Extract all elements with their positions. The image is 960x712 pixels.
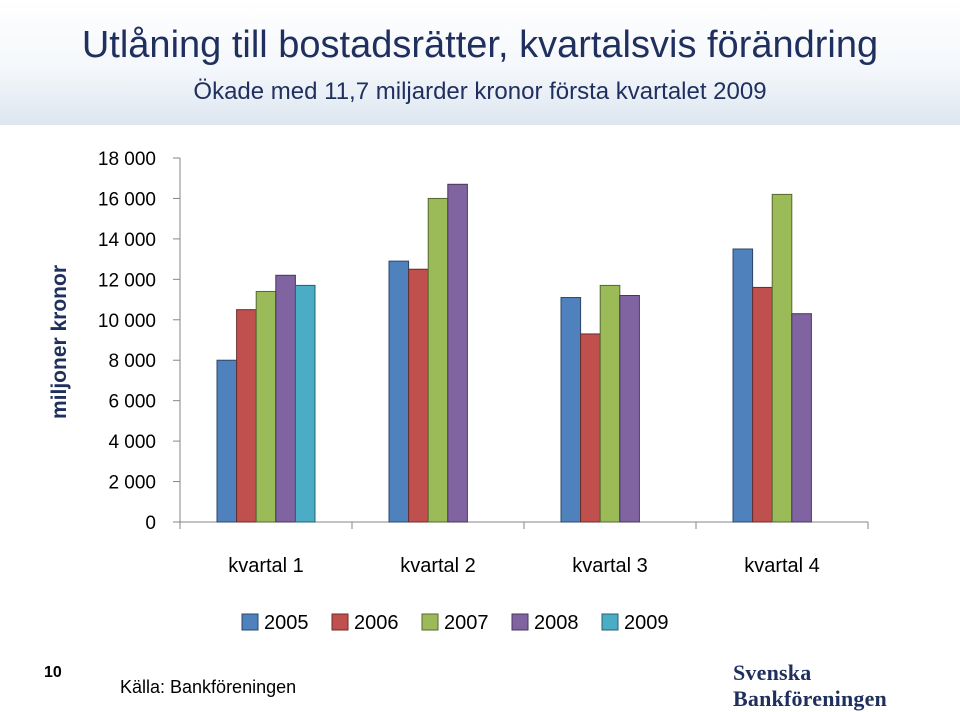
bar-2006-2 [408,268,429,523]
bar-2009-1 [294,284,316,523]
header-band: Utlåning till bostadsrätter, kvartalsvis… [0,0,960,125]
y-tick-label: 0 [145,513,156,534]
bar-2007-2 [427,197,449,523]
y-tick-label: 14 000 [98,230,156,251]
y-tick-label: 16 000 [98,189,156,210]
page-number: 10 [44,664,62,681]
y-tick-label: 18 000 [98,149,156,170]
bar-2007-3 [599,284,621,523]
bar-2008-3 [619,295,640,523]
y-tick-label: 8 000 [108,351,156,372]
y-tick-label: 6 000 [108,392,156,413]
bar-2007-4 [771,193,793,523]
y-tick-label: 2 000 [108,473,156,494]
y-tick-label: 10 000 [98,311,156,332]
legend-label-2007: 2007 [444,612,489,634]
source-note: Källa: Bankföreningen [120,677,297,697]
bar-2005-4 [732,248,754,523]
page-title: Utlåning till bostadsrätter, kvartalsvis… [81,24,879,66]
bank-logo: Svenska Bankföreningen [733,660,887,711]
bar-2008-1 [275,274,296,523]
bar-2006-4 [752,286,773,523]
bar-2008-4 [791,313,812,523]
bar-2006-3 [580,333,601,523]
legend-swatch-2007 [421,613,439,631]
x-category-label: kvartal 3 [572,555,648,577]
y-tick-label: 4 000 [108,432,156,453]
legend-swatch-2008 [511,613,529,631]
y-axis-label: miljoner kronor [48,264,71,420]
y-tick-label: 12 000 [98,270,156,291]
legend-label-2006: 2006 [354,612,399,634]
bar-2005-2 [388,260,410,523]
bar-2005-1 [216,359,238,523]
page-subtitle: Ökade med 11,7 miljarder kronor första k… [193,78,767,105]
legend-label-2008: 2008 [534,612,579,634]
legend-swatch-2005 [241,613,259,631]
x-category-label: kvartal 2 [400,555,476,577]
legend-swatch-2006 [331,613,349,631]
bar-2006-1 [236,309,257,523]
legend-label-2005: 2005 [264,612,309,634]
x-category-label: kvartal 4 [744,555,820,577]
bar-2007-1 [255,290,277,523]
legend-swatch-2009 [601,613,619,631]
x-category-label: kvartal 1 [228,555,304,577]
bar-2008-2 [447,183,468,523]
legend-label-2009: 2009 [624,612,669,634]
bar-2005-3 [560,297,582,523]
